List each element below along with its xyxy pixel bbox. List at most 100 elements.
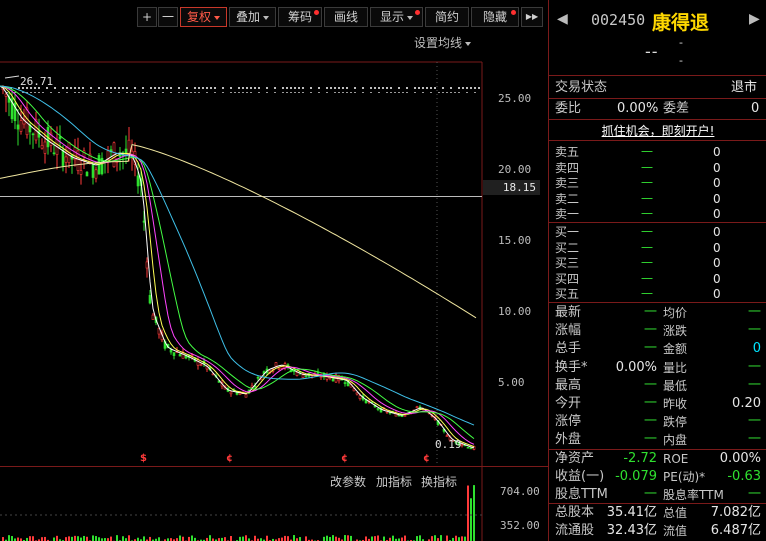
volume-bar [134,539,136,541]
volume-bar [401,537,403,541]
draw-line-button[interactable]: 画线 [324,7,368,27]
signal-mark[interactable]: ¢ [226,453,233,464]
event-marker [390,92,392,93]
event-marker [450,87,452,89]
candle-body [61,149,65,167]
event-marker [94,92,96,93]
fuquan-button[interactable]: 复权 [180,7,227,27]
stat-label: 流值 [663,524,688,539]
volume-bar [419,535,421,541]
candle-body [100,157,104,175]
signal-mark[interactable]: $ [140,453,147,464]
divider [549,140,766,141]
stat-row: 总手 一金额 0 [549,340,766,358]
buy-level-label: 买二 [555,240,580,255]
candle-body [469,447,473,450]
sell-row[interactable]: 卖二 一 0 [549,192,766,207]
event-marker [402,92,404,93]
stat-value: 一 [643,341,657,357]
event-marker [110,92,112,93]
buy-row[interactable]: 买五 一 0 [549,287,766,302]
stat-label: 涨停 [555,414,582,430]
buy-row[interactable]: 买三 一 0 [549,256,766,271]
sell-row[interactable]: 卖四 一 0 [549,161,766,176]
volume-bar [260,538,262,541]
event-marker [398,92,400,93]
event-marker [34,87,36,89]
ma-setting-button[interactable]: 设置均线 [414,34,472,51]
volume-bar [65,537,67,541]
open-account-link[interactable]: 抓住机会，即刻开户! [601,124,715,138]
event-marker [318,92,320,93]
event-marker [378,87,380,89]
volume-bar [179,535,181,541]
volume-bar [296,538,298,541]
event-marker [178,87,180,89]
zoom-out-button[interactable]: 一 [158,7,178,27]
divider [549,222,766,223]
event-marker [186,92,188,93]
volume-bar [167,538,169,541]
switch-indicator-button[interactable]: 换指标 [421,475,458,489]
chip-button[interactable]: 筹码 [278,7,322,27]
display-button[interactable]: 显示 [370,7,423,27]
event-marker [250,87,252,89]
stat-value: -0.079 [615,468,657,484]
simple-button[interactable]: 简约 [425,7,469,27]
divider [549,75,766,76]
notification-dot-icon [415,10,420,15]
change-params-button[interactable]: 改参数 [330,475,367,489]
sell-level-label: 卖三 [555,176,580,190]
overlay-button[interactable]: 叠加 [229,7,276,27]
volume-bar [41,537,43,541]
next-stock-icon[interactable]: ▶ [749,11,760,27]
stat-value: -2.72 [623,450,657,466]
event-marker [382,87,384,89]
buy-row[interactable]: 买四 一 0 [549,272,766,287]
sell-row[interactable]: 卖五 一 0 [549,145,766,160]
buy-row[interactable]: 买一 一 0 [549,225,766,240]
trade-status-label: 交易状态 [555,80,608,95]
stat-label: 跌停 [663,415,688,430]
event-marker [166,87,168,89]
quote-panel: ◀ 002450 康得退 ▶ -- - - 交易状态 退市 委比 0.00% 委… [548,0,766,541]
sell-row[interactable]: 卖一 一 0 [549,207,766,222]
event-marker [274,92,276,93]
event-marker [458,87,460,89]
buy-price: 一 [641,225,654,239]
event-marker [74,87,76,89]
kline-chart[interactable] [0,32,548,541]
expand-more-button[interactable]: ▶▶ [521,7,543,27]
buy-row[interactable]: 买二 一 0 [549,241,766,256]
add-indicator-button[interactable]: 加指标 [376,475,413,489]
event-marker [474,87,476,89]
notification-dot-icon [314,10,319,15]
sell-row[interactable]: 卖三 一 0 [549,176,766,191]
event-marker [414,92,416,93]
volume-bar [257,538,259,541]
candle-body [85,171,89,177]
candle-body [13,102,17,122]
volume-bar [221,537,223,541]
candle-body [91,164,95,178]
event-marker [150,87,152,89]
hide-button[interactable]: 隐藏 [471,7,519,27]
signal-mark[interactable]: ¢ [341,453,348,464]
volume-bar [11,536,13,541]
event-marker [246,87,248,89]
stat-label: 均价 [663,306,688,320]
previous-stock-icon[interactable]: ◀ [557,11,568,27]
event-marker [470,87,472,89]
event-marker [390,87,392,89]
candle-body [376,408,380,410]
event-marker [242,92,244,93]
event-marker [434,87,436,89]
stat-value: 一 [747,323,761,339]
sell-volume: 0 [713,207,721,221]
signal-mark[interactable]: ¢ [423,453,430,464]
candle-body [343,382,347,384]
event-marker [354,87,356,89]
zoom-in-button[interactable]: + [137,7,157,27]
volume-bar [254,535,256,541]
volume-bar [92,535,94,541]
